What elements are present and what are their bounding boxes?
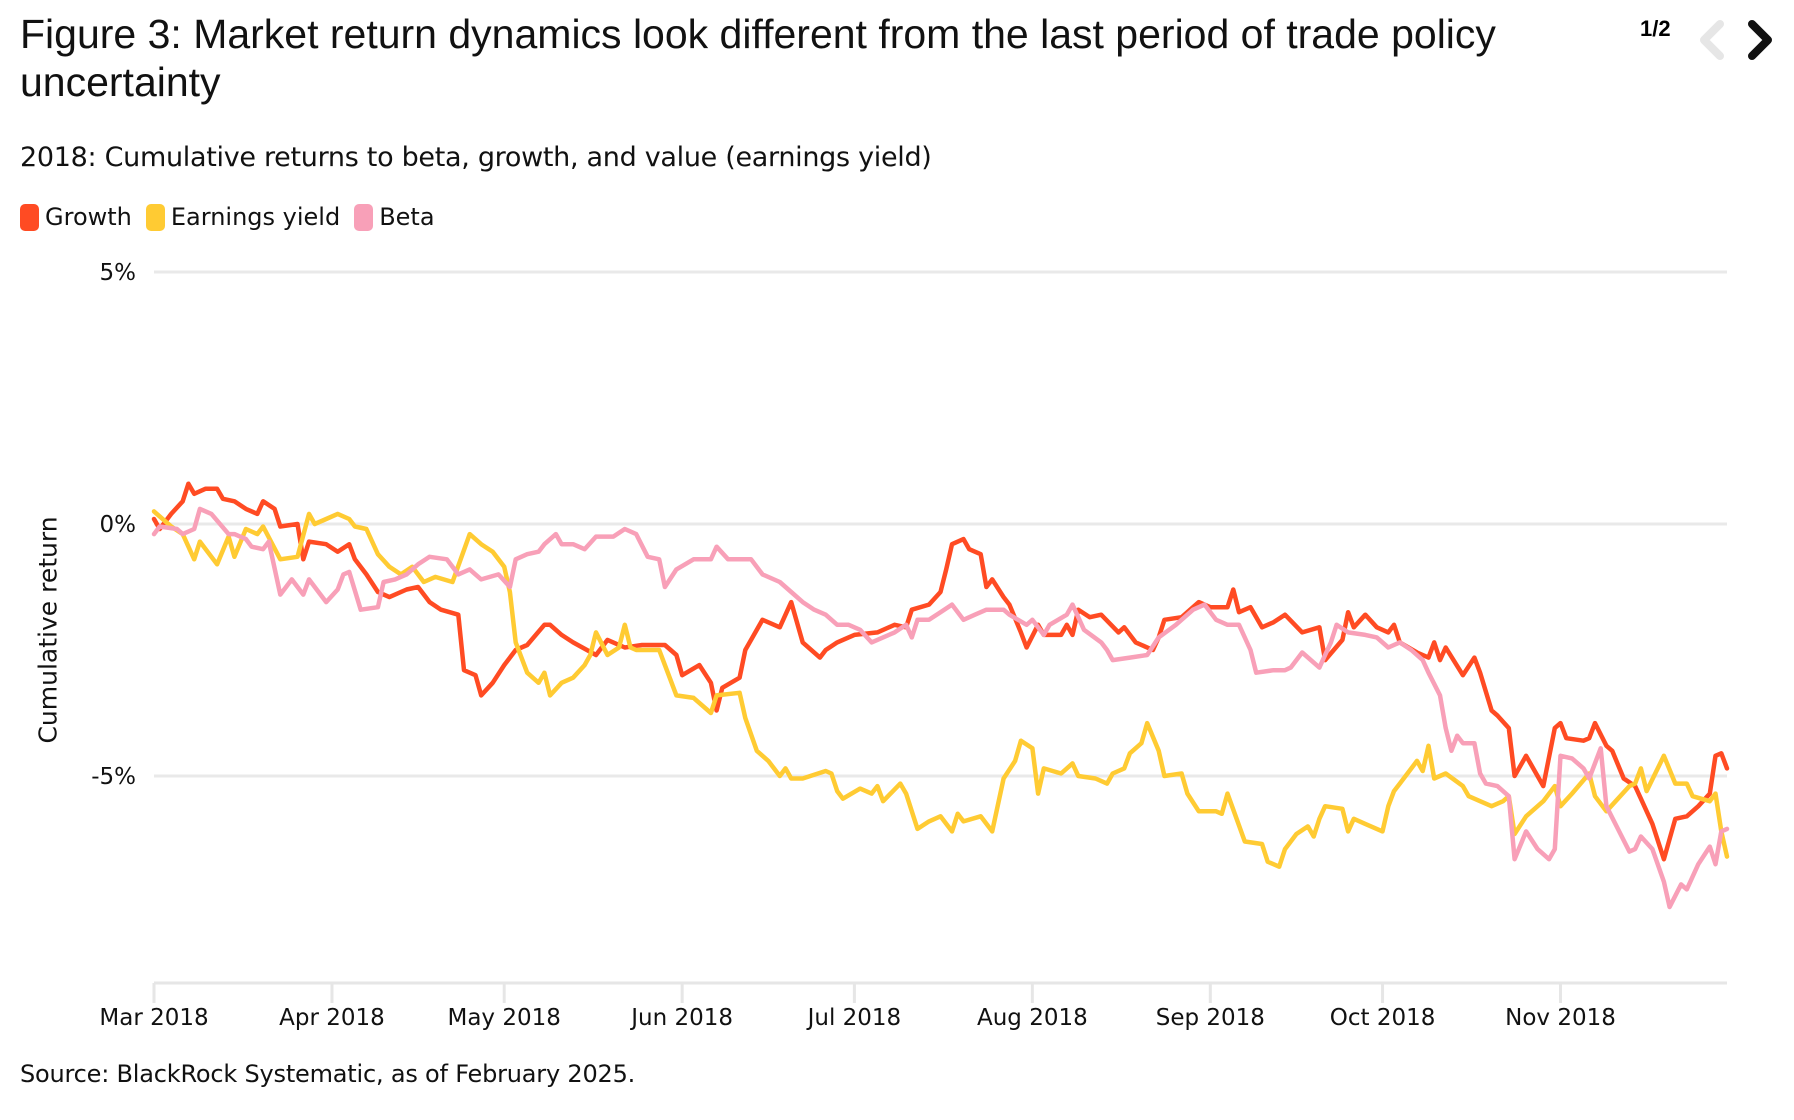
y-tick-labels: 5% 0% -5% [91, 260, 136, 790]
legend-swatch-beta [354, 203, 374, 231]
legend-item-beta[interactable]: Beta [354, 203, 435, 231]
legend-label-earnings-yield: Earnings yield [170, 203, 341, 231]
x-tick-label: Apr 2018 [279, 1005, 385, 1031]
x-tick-label: Jul 2018 [806, 1005, 902, 1031]
y-tick-label: 5% [100, 260, 137, 286]
x-tick-label: Mar 2018 [99, 1005, 208, 1031]
source-note: Source: BlackRock Systematic, as of Febr… [20, 1060, 636, 1088]
legend-swatch-growth [20, 203, 39, 231]
legend: Growth Earnings yield Beta [20, 203, 449, 231]
legend-item-earnings-yield[interactable]: Earnings yield [145, 203, 341, 231]
x-tick-label: Nov 2018 [1505, 1005, 1616, 1031]
x-tick-label: Oct 2018 [1330, 1005, 1436, 1031]
page-indicator: 1/2 [1640, 16, 1671, 41]
y-tick-label: -5% [91, 764, 136, 790]
legend-item-growth[interactable]: Growth [20, 203, 132, 231]
legend-label-beta: Beta [379, 203, 435, 231]
series-lines [151, 481, 1730, 910]
series-line-beta [151, 506, 1730, 910]
chevron-left-icon [1700, 20, 1724, 60]
x-tick-label: Aug 2018 [977, 1005, 1088, 1031]
gridlines [154, 270, 1727, 778]
previous-button[interactable] [1692, 18, 1732, 62]
y-tick-label: 0% [100, 512, 137, 538]
series-line-earnings-yield [151, 509, 1730, 869]
figure-title: Figure 3: Market return dynamics look di… [20, 11, 1496, 105]
legend-label-growth: Growth [45, 203, 132, 231]
chevron-right-icon [1748, 20, 1772, 60]
x-tick-label: May 2018 [447, 1005, 560, 1031]
x-tick-label: Jun 2018 [629, 1005, 733, 1031]
x-tick-label: Sep 2018 [1156, 1005, 1265, 1031]
legend-swatch-earnings-yield [145, 203, 165, 231]
series-line-growth [151, 481, 1730, 862]
chart-title: 2018: Cumulative returns to beta, growth… [20, 142, 932, 173]
x-axis: Mar 2018 Apr 2018 May 2018 Jun 2018 Jul 2018… [99, 981, 1727, 1031]
next-button[interactable] [1740, 18, 1780, 62]
